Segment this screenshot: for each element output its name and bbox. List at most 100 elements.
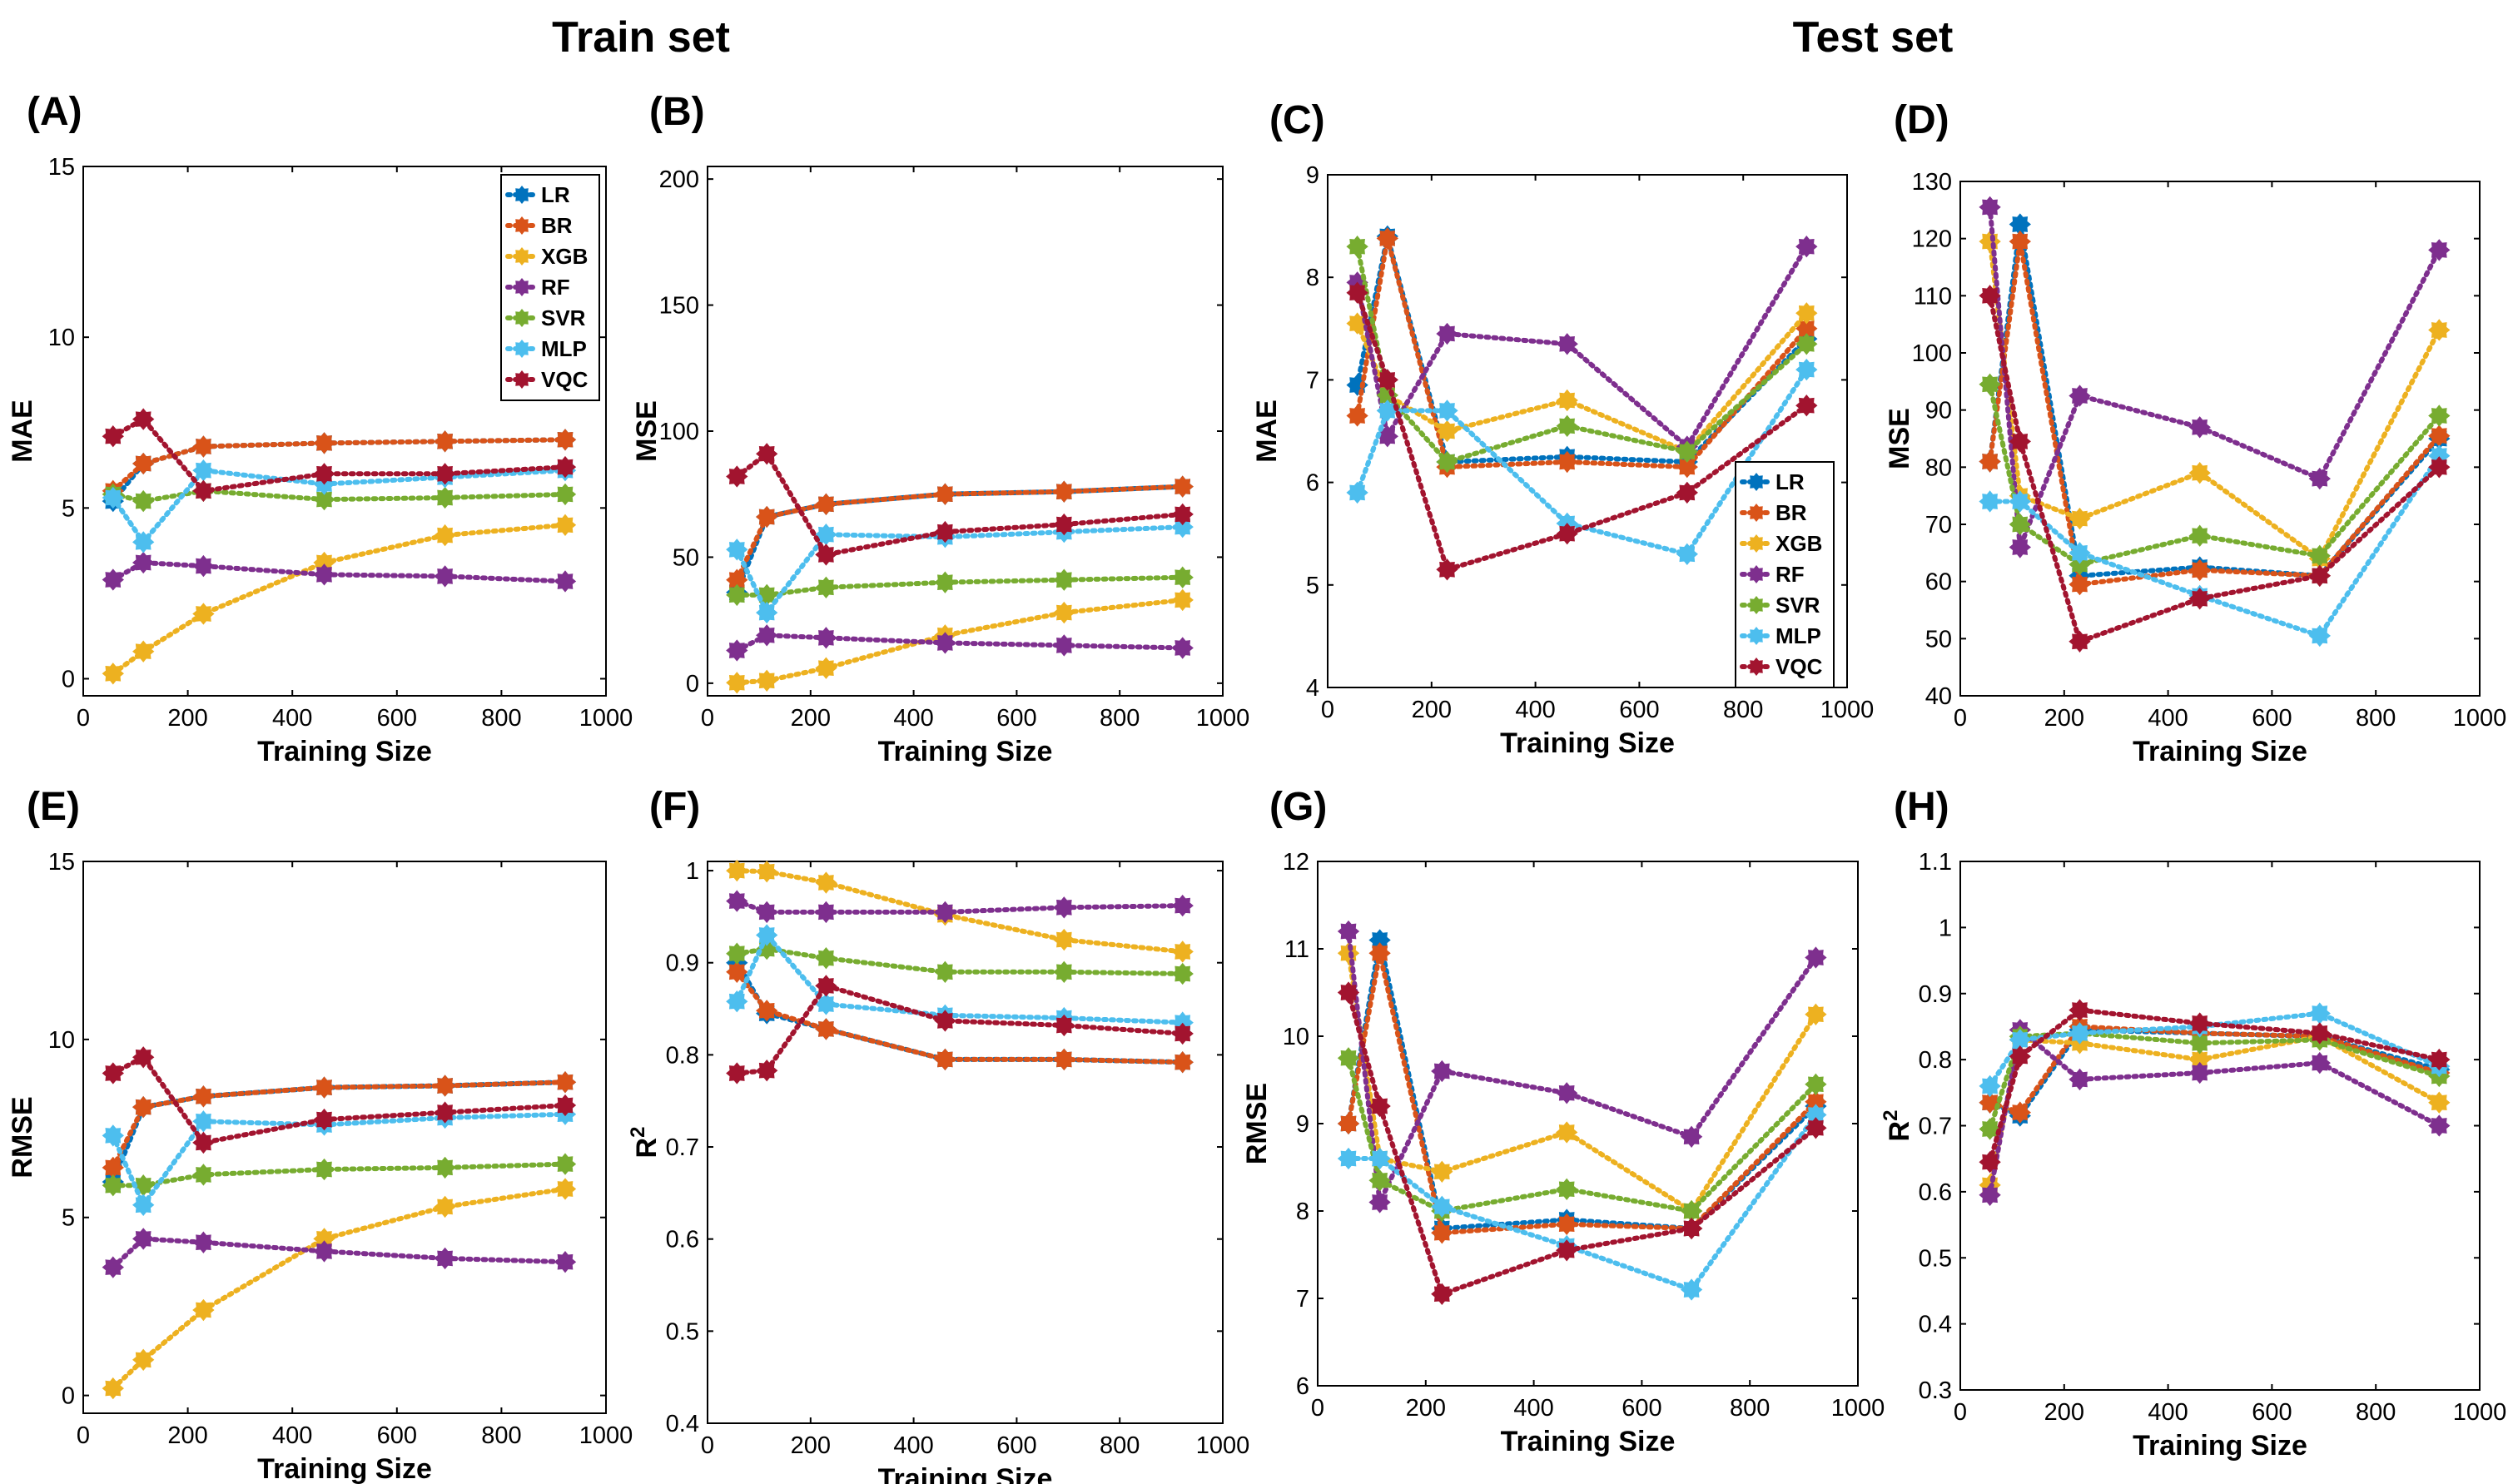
panel-a: (A) 0 200 400 600 800 1000 0 5 10 15 Training Size M… [7, 90, 633, 767]
panel-h-series-vqc-point [2009, 1045, 2031, 1068]
panel-a-series-xgb-point [102, 663, 124, 685]
panel-a-x-tick-label: 800 [481, 705, 521, 732]
panel-d-series-br-point [2188, 558, 2211, 582]
panel-h-x-tick-label: 600 [2252, 1399, 2292, 1426]
panel-d-series-mlp-point [2009, 490, 2031, 513]
panel-a-series-br-point [192, 435, 215, 458]
panel-b-series-vqc-point [1053, 513, 1075, 536]
panel-c-series-svr-point [1556, 414, 1578, 437]
panel-h-series-rf-point [2188, 1061, 2211, 1084]
panel-f-y-tick-label: 0.5 [666, 1318, 699, 1345]
panel-g-series-vqc-point [1680, 1217, 1703, 1240]
panel-d-x-tick-label: 0 [1954, 705, 1967, 732]
panel-b-series-rf-point [815, 627, 837, 649]
panel-f-x-tick-label: 200 [791, 1432, 831, 1459]
panel-d: (D) 0 200 400 600 800 1000 40 50 60 70 80 90 100 110 12… [1884, 98, 2506, 767]
panel-h-series-rf-point [1979, 1184, 2001, 1206]
panel-h-y-tick-label: 1.1 [1919, 849, 1952, 876]
panel-e-series-svr-point [192, 1164, 215, 1186]
panel-c-x-axis-label: Training Size [1500, 727, 1675, 759]
panel-g-series-rf-point [1680, 1125, 1703, 1148]
panel-d-series-vqc-point [2308, 564, 2331, 587]
panel-a-y-tick-label: 15 [48, 154, 75, 181]
panel-h-x-tick-label: 800 [2356, 1399, 2396, 1426]
panel-a-series-xgb-point [192, 603, 215, 625]
panel-g-series-br-point [1556, 1213, 1578, 1235]
panel-c-series-rf-point [1376, 425, 1398, 448]
panel-b-y-tick-label: 50 [673, 544, 699, 571]
panel-b-series-mlp-point [1171, 515, 1194, 539]
panel-g-series-rf-point [1556, 1082, 1578, 1104]
panel-f-series-xgb-point [1171, 941, 1194, 963]
panel-d-series-svr-point [1979, 373, 2001, 395]
panel-f-series-svr-point [934, 960, 956, 983]
panel-c-series-xgb-point [1436, 419, 1458, 443]
panel-d-series-br-line [1987, 241, 2442, 588]
panel-g-y-tick-label: 9 [1296, 1111, 1309, 1138]
panel-d-y-axis-label: MSE [1884, 408, 1915, 469]
panel-b-y-tick-label: 100 [659, 419, 699, 445]
panel-d-series-mlp-point [2069, 542, 2091, 564]
panel-c-legend-label-mlp: MLP [1775, 623, 1821, 648]
panel-a-legend-marker [513, 186, 531, 204]
panel-c-x-tick-label: 1000 [1820, 697, 1875, 723]
panel-a-legend-marker [513, 216, 531, 235]
panel-e-series-br-point [313, 1076, 335, 1099]
panel-f-series-br-point [934, 1048, 956, 1071]
panel-d-series-svr-point [2188, 524, 2211, 547]
panel-a-series-svr-point [434, 486, 456, 509]
panel-b-series-vqc-point [815, 543, 837, 566]
panel-e-y-tick-label: 15 [48, 849, 75, 876]
panel-f-series-mlp-point [756, 924, 778, 946]
panel-g-y-tick-label: 11 [1284, 936, 1309, 963]
panel-a-x-tick-label: 1000 [579, 705, 633, 732]
panel-d-series-mlp-point [2308, 624, 2331, 648]
panel-e-series-xgb-point [102, 1377, 124, 1400]
panel-a-series-xgb-point [434, 524, 456, 547]
panel-b-series-rf-point [1053, 634, 1075, 657]
panel-g-series-vqc-point [1556, 1239, 1578, 1262]
panel-a-x-tick-label: 400 [272, 705, 312, 732]
panel-e-series-rf-point [192, 1231, 215, 1253]
panel-g-series-rf-point [1368, 1191, 1391, 1214]
panel-b-label: (B) [649, 90, 705, 134]
panel-d-series-rf-point [2009, 536, 2031, 558]
panel-d-y-tick-label: 110 [1914, 283, 1952, 310]
panel-a-x-tick-label: 600 [377, 705, 417, 732]
panel-g-series-rf-point [1431, 1060, 1453, 1083]
panel-b-series-rf-point [726, 639, 748, 662]
panel-f-series-br-point [1171, 1051, 1194, 1074]
panel-d-series-vqc-line [1987, 293, 2442, 645]
panel-d-series-svr-point [2009, 513, 2031, 536]
panel-a-legend-label-vqc: VQC [541, 367, 589, 392]
panel-e-y-axis-label: RMSE [7, 1096, 38, 1178]
panel-b-series-mlp-point [756, 601, 778, 624]
panel-h-x-tick-label: 200 [2044, 1399, 2084, 1426]
panel-a-x-axis-label: Training Size [257, 736, 432, 767]
panel-e-series-rf-point [132, 1228, 155, 1250]
panel-d-series-rf-point [2428, 239, 2451, 261]
panel-c-series-rf-point [1556, 333, 1578, 355]
panel-h-series-rf-point [2428, 1114, 2451, 1137]
panel-d-series-rf-point [2188, 416, 2211, 439]
panel-b-y-axis-label: MSE [631, 400, 663, 462]
panel-b-x-tick-label: 200 [791, 705, 831, 732]
panel-c-legend-marker [1747, 534, 1766, 553]
panel-a-series-xgb-point [132, 640, 155, 663]
panel-b-series-br-line [734, 484, 1185, 583]
panel-b-series-xgb-point [815, 657, 837, 679]
panel-f-series-svr-point [815, 947, 837, 970]
panel-h-y-axis-label: R2 [1880, 1110, 1915, 1142]
panel-c-series-svr-point [1346, 236, 1368, 258]
panel-c-legend-marker [1747, 658, 1766, 676]
panel-a-y-tick-label: 10 [48, 325, 75, 351]
panel-b-x-tick-label: 0 [701, 705, 714, 732]
panel-f-series-rf-point [1171, 894, 1194, 917]
panel-h-series-mlp-line [1987, 1010, 2442, 1089]
panel-e-series-vqc-point [132, 1046, 155, 1069]
panel-g-series-mlp-point [1337, 1147, 1360, 1170]
panel-f-y-tick-label: 1 [686, 858, 699, 885]
panel-g-series-xgb-point [1556, 1121, 1578, 1144]
panel-h-y-tick-label: 0.7 [1919, 1114, 1952, 1140]
panel-c-legend-label-vqc: VQC [1775, 654, 1823, 679]
